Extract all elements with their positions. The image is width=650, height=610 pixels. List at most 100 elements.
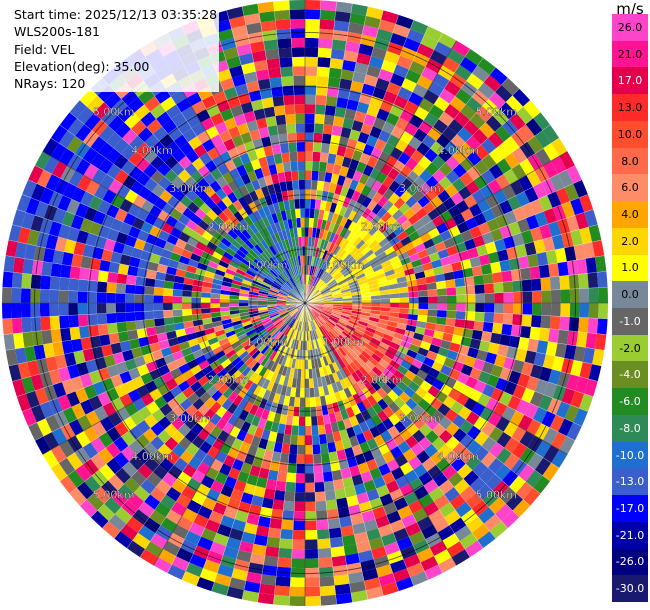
velocity-gate [564,344,577,361]
velocity-gate [324,105,337,116]
velocity-gate [499,199,513,215]
velocity-gate [521,314,532,327]
velocity-gate [273,0,290,12]
velocity-gate [390,467,405,481]
velocity-gate [281,260,288,271]
velocity-gate [335,225,344,236]
ray-line [304,6,369,304]
velocity-gate [269,313,280,319]
velocity-gate [452,149,467,164]
velocity-gate [331,39,347,51]
velocity-gate [266,370,275,381]
velocity-gate [281,249,289,260]
velocity-gate [449,494,466,510]
velocity-gate [323,306,333,311]
velocity-gate [350,333,361,342]
velocity-gate [82,442,99,459]
velocity-gate [30,288,41,303]
velocity-gate [270,421,280,433]
velocity-gate [310,340,315,350]
velocity-gate [370,260,381,269]
velocity-gate [224,376,236,388]
velocity-gate [455,88,472,105]
velocity-gate [191,303,201,309]
ray-line [126,302,306,549]
velocity-gate [79,88,98,107]
velocity-gate [288,257,294,268]
velocity-gate [332,431,342,442]
velocity-gate [291,37,305,48]
velocity-gate [34,201,49,219]
velocity-gate [499,102,517,120]
velocity-gate [280,312,290,319]
velocity-gate [410,201,423,214]
velocity-gate [225,349,237,359]
range-label: 5.00km [93,106,135,119]
velocity-gate [268,350,277,361]
velocity-gate [284,248,291,259]
velocity-gate [458,186,472,200]
velocity-gate [466,516,484,533]
velocity-gate [368,340,379,350]
velocity-gate [518,175,533,192]
velocity-gate [485,397,500,412]
velocity-gate [110,374,124,388]
velocity-gate [209,255,221,265]
velocity-gate [122,174,137,190]
velocity-gate [236,249,247,259]
velocity-gate [370,380,382,392]
velocity-gate [163,288,174,297]
velocity-gate [244,412,255,425]
velocity-gate [22,258,34,275]
velocity-gate [187,338,199,348]
velocity-gate [369,287,380,293]
velocity-gate [320,0,337,12]
velocity-gate [378,524,394,538]
ray-line [139,302,306,558]
velocity-gate [540,315,551,329]
velocity-gate [519,430,535,448]
velocity-gate [389,374,401,386]
velocity-gate [22,331,34,348]
velocity-gate [43,431,59,450]
velocity-gate [75,158,91,176]
velocity-gate [383,90,398,105]
velocity-gate [60,264,72,279]
velocity-gate [382,471,396,485]
velocity-gate [290,208,297,219]
azimuth-line [42,302,306,455]
velocity-gate [456,294,466,303]
velocity-gate [479,122,495,139]
velocity-gate [399,165,413,178]
velocity-gate [472,461,488,478]
velocity-gate [275,277,284,286]
velocity-gate [473,144,489,160]
velocity-gate [320,313,329,320]
colorbar: 26.0 21.0 17.0 13.0 10.0 8.0 6.0 4.0 2.0 1.0 0.0 -1… [612,14,648,603]
velocity-gate [269,518,283,530]
velocity-gate [97,503,115,522]
velocity-gate [39,401,55,419]
colorbar-segment [612,575,648,603]
velocity-gate [49,276,61,291]
velocity-gate [425,275,436,284]
velocity-gate [342,476,355,489]
velocity-gate [409,114,424,129]
velocity-gate [427,385,440,398]
velocity-gate [197,190,210,203]
velocity-gate [360,34,377,47]
velocity-gate [255,147,266,159]
velocity-gate [389,307,400,313]
velocity-gate [495,174,510,190]
velocity-gate [276,322,285,330]
velocity-gate [350,288,361,294]
velocity-gate [124,358,138,371]
velocity-gate [314,481,325,493]
velocity-gate [358,229,369,240]
velocity-gate [285,113,296,125]
velocity-gate [362,25,379,38]
velocity-gate [352,212,362,224]
velocity-gate [192,195,205,208]
colorbar-tick: -17.0 [615,501,645,515]
velocity-gate [290,319,297,329]
